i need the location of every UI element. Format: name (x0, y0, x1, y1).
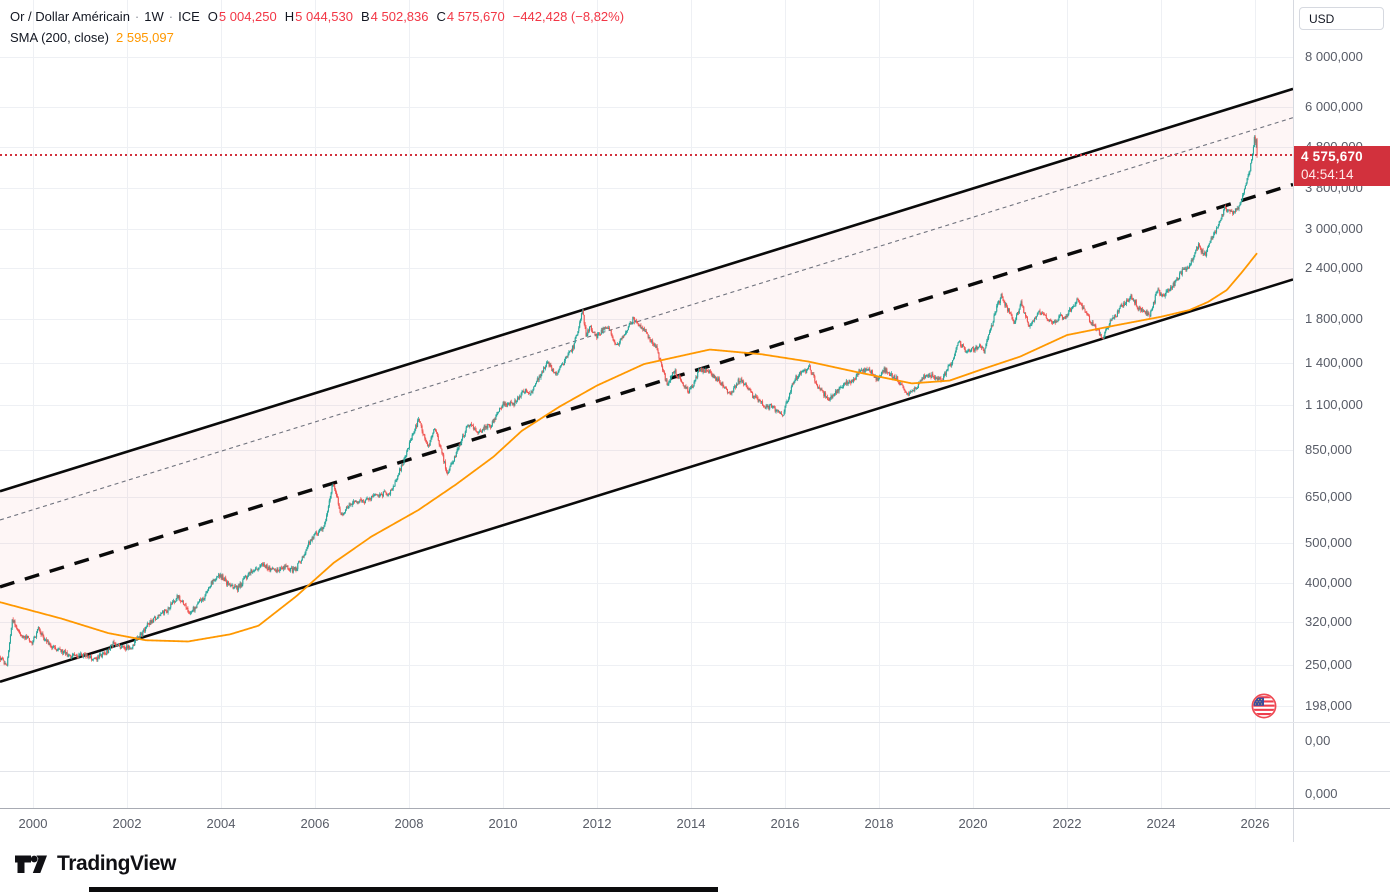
price-tick-label: 320,000 (1305, 613, 1352, 629)
bar-countdown: 04:54:14 (1301, 167, 1354, 182)
price-tick-label: 250,000 (1305, 657, 1352, 673)
time-tick-label: 2016 (770, 816, 800, 831)
time-tick-label: 2000 (18, 816, 48, 831)
change-value: −442,428 (−8,82%) (512, 9, 625, 24)
ohlc-open: O5 004,250 (207, 9, 277, 24)
price-chart-canvas[interactable] (0, 0, 1293, 808)
price-tick-label: 1 800,000 (1305, 310, 1363, 326)
legend-row-symbol: Or / Dollar Américain · 1W · ICE O5 004,250 H5… (10, 6, 624, 27)
price-tick-label: 1 400,000 (1305, 354, 1363, 370)
price-tick-label: 8 000,000 (1305, 49, 1363, 64)
ohlc-low: B4 502,836 (360, 9, 429, 24)
sub-pane-label-2: 0,000 (1305, 786, 1338, 801)
sub-pane-label-1: 0,00 (1305, 733, 1331, 748)
ohlc-close: C4 575,670 (436, 9, 505, 24)
legend-separator: · (168, 9, 174, 24)
time-tick-label: 2002 (112, 816, 142, 831)
legend: Or / Dollar Américain · 1W · ICE O5 004,250 H5… (10, 6, 624, 48)
sma-value: 2 595,097 (116, 30, 174, 45)
last-price-value: 4 575,670 (1301, 149, 1363, 164)
time-tick-label: 2014 (676, 816, 706, 831)
time-tick-label: 2024 (1146, 816, 1176, 831)
price-tick-label: 400,000 (1305, 574, 1352, 590)
time-tick-label: 2012 (582, 816, 612, 831)
bottom-bar (89, 887, 718, 892)
time-tick-label: 2018 (864, 816, 894, 831)
sma-label[interactable]: SMA (200, close) (10, 30, 109, 45)
price-tick-label: 650,000 (1305, 489, 1352, 505)
pane-separator[interactable] (0, 722, 1390, 723)
time-tick-label: 2006 (300, 816, 330, 831)
ohlc-high: H5 044,530 (284, 9, 353, 24)
legend-separator: · (134, 9, 140, 24)
price-tick-label: 2 400,000 (1305, 260, 1363, 276)
brand-name: TradingView (57, 852, 176, 875)
usd-flag-icon (1251, 693, 1277, 719)
pane-separator[interactable] (0, 771, 1390, 772)
last-price-badge: 4 575,670 04:54:14 (1294, 146, 1390, 186)
price-tick-label: 3 000,000 (1305, 221, 1363, 237)
tradingview-logo[interactable]: TradingView (14, 852, 176, 876)
price-tick-label: 198,000 (1305, 697, 1352, 713)
time-tick-label: 2026 (1240, 816, 1270, 831)
time-tick-label: 2020 (958, 816, 988, 831)
time-tick-label: 2010 (488, 816, 518, 831)
time-tick-label: 2022 (1052, 816, 1082, 831)
time-axis[interactable]: 2000 2002 2004 2006 2008 2010 2012 2014 2016 2018… (0, 808, 1390, 843)
footer: TradingView (0, 842, 1390, 892)
price-tick-label: 500,000 (1305, 535, 1352, 551)
price-tick-label: 6 000,000 (1305, 99, 1363, 115)
legend-row-sma: SMA (200, close) 2 595,097 (10, 27, 624, 48)
currency-button[interactable]: USD (1299, 7, 1384, 30)
price-tick-label: 1 100,000 (1305, 397, 1363, 413)
symbol-title[interactable]: Or / Dollar Américain (10, 9, 130, 24)
interval-label[interactable]: 1W (144, 9, 164, 24)
tradingview-logo-icon (15, 855, 47, 873)
time-tick-label: 2008 (394, 816, 424, 831)
exchange-label[interactable]: ICE (178, 9, 200, 24)
time-tick-label: 2004 (206, 816, 236, 831)
axis-corner-divider (1293, 809, 1294, 842)
price-tick-label: 850,000 (1305, 442, 1352, 458)
